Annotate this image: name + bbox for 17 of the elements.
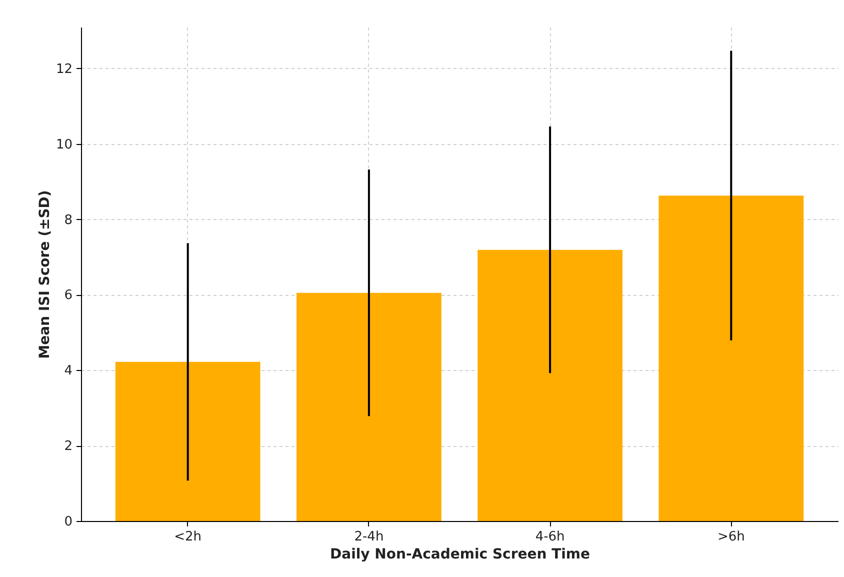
y-tick-label: 12 — [56, 62, 72, 77]
y-tick-label: 6 — [64, 288, 72, 304]
y-tick-label: 4 — [64, 364, 72, 379]
x-axis-title: Daily Non-Academic Screen Time — [330, 546, 590, 562]
x-tick-label: 2-4h — [354, 530, 384, 544]
bar — [115, 362, 260, 521]
bar — [296, 292, 442, 521]
y-tick-label: 8 — [64, 212, 72, 228]
y-axis-title: Mean ISI Score (±SD) — [36, 190, 53, 359]
x-tick-label: 4-6h — [535, 530, 565, 544]
y-tick-label: 2 — [64, 439, 72, 454]
y-tick-label: 0 — [64, 514, 72, 530]
bar — [478, 250, 622, 521]
x-tick-label: >6h — [717, 530, 745, 544]
bar — [658, 196, 804, 521]
x-tick-label: <2h — [174, 530, 202, 544]
y-tick-label: 10 — [56, 137, 72, 152]
